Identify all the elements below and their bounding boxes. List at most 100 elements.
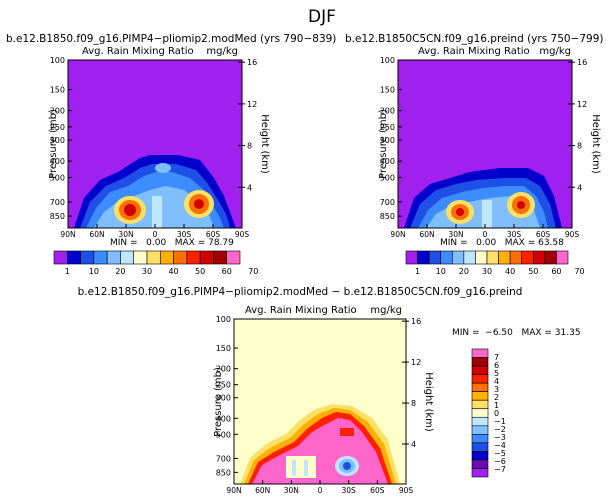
colorbar-box	[556, 250, 569, 265]
x-tick-label: 60S	[206, 230, 221, 239]
x-tick-label: 90S	[235, 230, 250, 239]
y-tick-label: 700	[380, 198, 395, 207]
height-tick-label: 12	[577, 100, 587, 109]
panel-2-subtitle-left: Avg. Rain Mixing Ratio	[418, 46, 530, 57]
colorbar-box	[471, 459, 489, 469]
y-tick-label: 250	[50, 123, 65, 132]
colorbar-box	[544, 250, 557, 265]
panel-2-equator-column	[482, 200, 492, 228]
y-tick-label: 100	[380, 56, 395, 65]
panel-1-x-ticks: 90N 60N 30N 0 30S 60S 90S	[60, 224, 249, 239]
colorbar-box	[146, 250, 161, 265]
colorbar-box	[440, 250, 453, 265]
panel-1-subtitle-right: mg/kg	[206, 46, 238, 57]
colorbar-box	[66, 250, 81, 265]
y-tick-label: 700	[50, 198, 65, 207]
panel-2-stats: MIN = 0.00 MAX = 63.58	[440, 238, 564, 248]
panel-3-y-ticks-right: 16 12 8 4	[402, 317, 421, 449]
colorbar-box	[463, 250, 476, 265]
colorbar-label: 50	[528, 267, 538, 276]
panel-3-y-ticks: 100 150 200 250 300 400 500 700 850	[216, 315, 238, 477]
colorbar-box	[159, 250, 174, 265]
colorbar-box	[471, 374, 489, 384]
x-tick-label: 30S	[507, 230, 522, 239]
colorbar-box	[93, 250, 108, 265]
panel-3-nh-neg-1	[292, 460, 296, 476]
colorbar-box	[106, 250, 121, 265]
colorbar-label: 1	[415, 267, 420, 276]
colorbar-box	[213, 250, 228, 265]
panel-1: b.e12.B1850.f09_g16.PIMP4−pliomip2.modMe…	[6, 33, 336, 276]
panel-2-y-ticks: 100 150 200 250 300 400 500 700 850	[380, 56, 402, 221]
y-tick-label: 300	[216, 394, 231, 403]
height-tick-label: 4	[577, 183, 582, 192]
x-tick-label: 90N	[390, 230, 405, 239]
panel-1-peak-nh-core	[124, 204, 136, 216]
panel-2-peak-sh-core	[517, 201, 525, 209]
panel-2-x-ticks: 90N 60N 30N 0 30S 60S 90S	[390, 224, 579, 239]
colorbar-label: −3	[494, 433, 506, 442]
panel-1-plot	[67, 59, 243, 229]
panel-1-y-ticks-right: 16 12 8 4	[238, 58, 257, 192]
colorbar-label: 20	[115, 267, 125, 276]
colorbar-label: 20	[459, 267, 469, 276]
colorbar-label: 6	[494, 361, 499, 370]
colorbar-box	[120, 250, 135, 265]
x-tick-label: 90S	[565, 230, 580, 239]
colorbar-label: 50	[195, 267, 205, 276]
colorbar-label: 10	[89, 267, 99, 276]
y-tick-label: 250	[216, 381, 231, 390]
panel-1-equator-column	[152, 196, 162, 228]
y-tick-label: 500	[50, 173, 65, 182]
colorbar-box	[226, 250, 241, 265]
height-tick-label: 12	[411, 358, 421, 367]
y-tick-label: 200	[50, 107, 65, 116]
colorbar-label: 0	[494, 409, 499, 418]
colorbar-box	[471, 391, 489, 401]
colorbar-box	[486, 250, 499, 265]
x-tick-label: 0	[153, 230, 158, 239]
colorbar-label: −7	[494, 465, 506, 474]
height-tick-label: 4	[247, 183, 252, 192]
colorbar-box	[471, 468, 489, 478]
colorbar-box	[471, 416, 489, 427]
panel-2-subtitle-right: mg/kg	[539, 46, 571, 57]
y-tick-label: 500	[380, 173, 395, 182]
colorbar-box	[475, 250, 488, 265]
colorbar-box	[428, 250, 442, 265]
x-tick-label: 30S	[177, 230, 192, 239]
x-tick-label: 0	[318, 486, 323, 495]
panel-2-colorbar: 1 10 20 30 40 50 60 70	[405, 250, 585, 276]
panel-1-stats: MIN = 0.00 MAX = 78.79	[110, 238, 234, 248]
panel-2-y-ticks-right: 16 12 8 4	[568, 58, 587, 192]
height-tick-label: 12	[247, 100, 257, 109]
y-tick-label: 400	[50, 157, 65, 166]
x-tick-label: 90N	[60, 230, 75, 239]
panel-1-upper-cell	[155, 163, 171, 173]
height-tick-label: 8	[577, 142, 582, 151]
panel-1-ylabel-right: Height (km)	[259, 114, 270, 174]
panel-1-title: b.e12.B1850.f09_g16.PIMP4−pliomip2.modMe…	[6, 33, 336, 45]
colorbar-box	[509, 250, 523, 265]
x-tick-label: 60N	[255, 486, 270, 495]
colorbar-label: 70	[574, 267, 584, 276]
panel-2: b.e12.B1850C5CN.f09_g16.preind (yrs 750−…	[345, 33, 604, 276]
x-tick-label: 30S	[342, 486, 357, 495]
y-tick-label: 150	[380, 86, 395, 95]
y-tick-label: 100	[216, 315, 231, 324]
x-tick-label: 60N	[89, 230, 104, 239]
y-tick-label: 200	[380, 107, 395, 116]
x-tick-label: 60S	[536, 230, 551, 239]
colorbar-label: 40	[168, 267, 178, 276]
x-tick-label: 60S	[370, 486, 385, 495]
colorbar-box	[471, 442, 489, 452]
panel-2-ylabel: Pressure (mb)	[378, 109, 389, 179]
colorbar-box	[186, 250, 201, 265]
panel-3-title: b.e12.B1850.f09_g16.PIMP4−pliomip2.modMe…	[78, 286, 523, 298]
panel-3-subtitle-left: Avg. Rain Mixing Ratio	[245, 305, 357, 316]
colorbar-box	[532, 250, 546, 265]
colorbar-box	[80, 250, 95, 265]
colorbar-label: 40	[505, 267, 515, 276]
height-tick-label: 8	[247, 142, 252, 151]
